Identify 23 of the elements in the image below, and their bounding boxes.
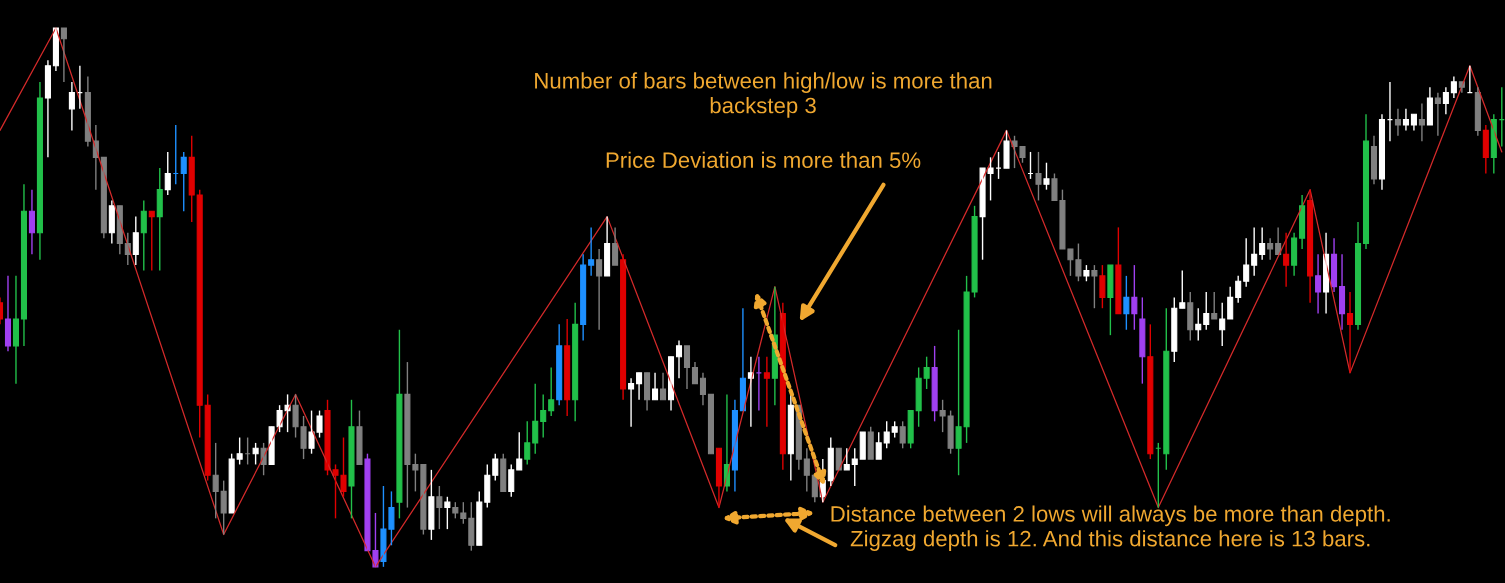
annotation: Price Deviation is more than 5% xyxy=(606,151,921,169)
candlestick xyxy=(252,442,259,466)
candlestick xyxy=(1003,129,1010,169)
candlestick xyxy=(707,393,714,455)
candlestick xyxy=(1099,264,1106,309)
candlestick xyxy=(835,447,842,471)
candlestick xyxy=(1179,269,1186,309)
candlestick xyxy=(460,501,467,525)
candlestick xyxy=(1035,151,1042,202)
candlestick xyxy=(356,409,363,466)
candlestick xyxy=(236,436,243,466)
candlestick xyxy=(396,329,403,520)
candlestick xyxy=(324,399,331,476)
candlestick xyxy=(859,431,866,460)
candlestick xyxy=(348,399,355,520)
candlestick xyxy=(851,447,858,487)
candlestick xyxy=(1043,162,1050,191)
candlestick xyxy=(1211,291,1218,320)
candlestick xyxy=(1091,264,1098,309)
annotation: Distance between 2 lows will always be more than depth. Zigzag depth is 12. And this distance here is 13 bars. xyxy=(831,505,1390,551)
candlestick xyxy=(883,420,890,449)
annotation: Number of bars between high/low is more than backstep 3 xyxy=(535,72,992,118)
candlestick xyxy=(1107,264,1114,336)
